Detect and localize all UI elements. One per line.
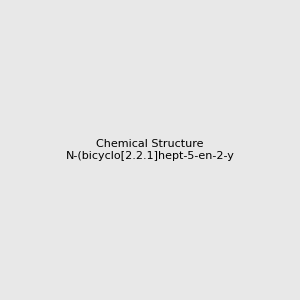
Text: Chemical Structure
N-(bicyclo[2.2.1]hept-5-en-2-y: Chemical Structure N-(bicyclo[2.2.1]hept… [66, 139, 234, 161]
